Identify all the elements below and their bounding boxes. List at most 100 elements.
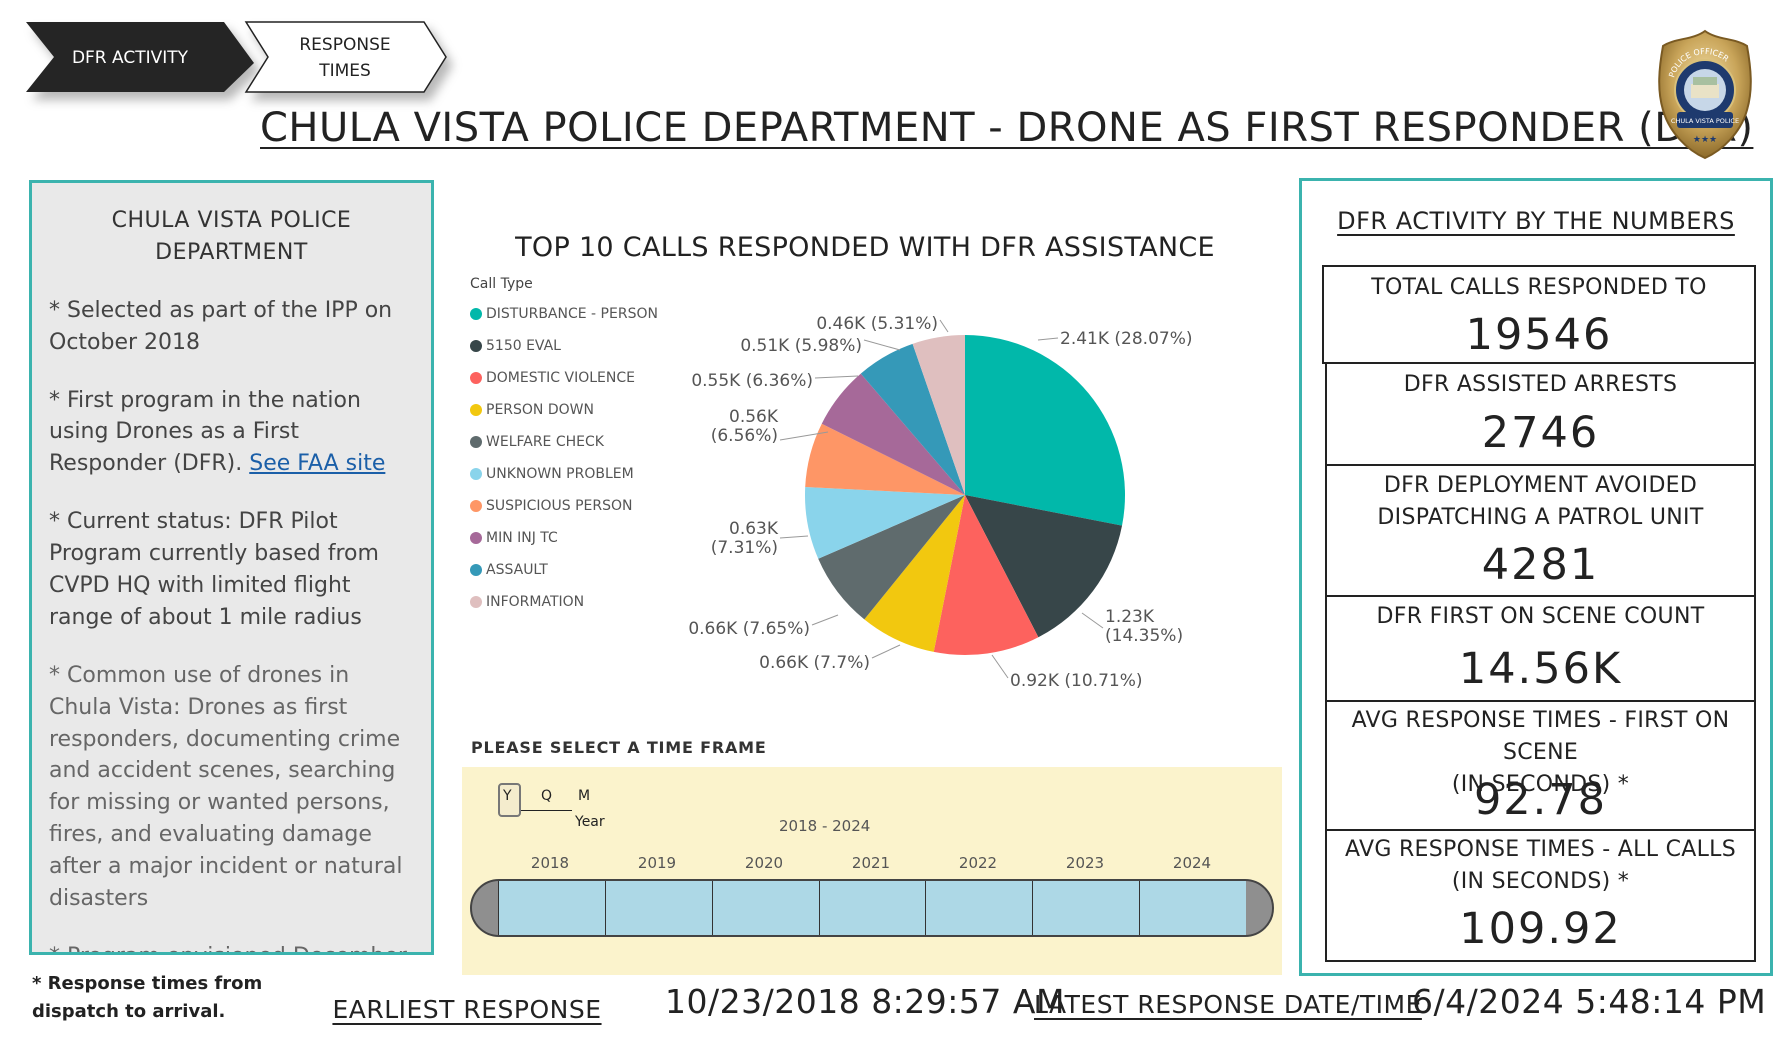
legend-swatch-icon — [470, 468, 482, 480]
pie-label-leader — [779, 431, 829, 441]
legend-swatch-icon — [470, 596, 482, 608]
pie-slice[interactable] — [818, 495, 965, 620]
stat-label-avg-first-on-scene-line1: AVG RESPONSE TIMES - FIRST ON SCENE — [1351, 708, 1730, 765]
pie-label-leader — [939, 319, 949, 333]
pie-label-leader — [1037, 337, 1059, 341]
granularity-month[interactable]: M — [578, 788, 591, 804]
pie-label-leader — [863, 339, 901, 351]
legend-label: WELFARE CHECK — [486, 434, 604, 450]
timeline-year-cell[interactable] — [712, 881, 820, 935]
legend-item[interactable]: 5150 EVAL — [470, 330, 658, 362]
pie-data-label: 0.56K (6.56%) — [711, 407, 779, 446]
timeline-year-cell[interactable] — [1140, 881, 1247, 935]
timeline-year-cell[interactable] — [605, 881, 713, 935]
tab-response-times-label-line2: TIMES — [319, 60, 371, 81]
legend-swatch-icon — [470, 532, 482, 544]
pie-slice[interactable] — [860, 343, 965, 495]
timeline-bar — [470, 879, 1274, 937]
granularity-selected-box[interactable] — [498, 783, 521, 817]
timeline-year-label: 2021 — [851, 854, 891, 872]
legend-title: Call Type — [470, 276, 533, 292]
pie-data-label: 2.41K (28.07%) — [1060, 329, 1193, 349]
info-panel-heading: CHULA VISTA POLICE DEPARTMENT — [32, 205, 431, 269]
tab-response-times-shape[interactable] — [244, 21, 447, 93]
pie-slice[interactable] — [805, 487, 965, 559]
pie-data-label: 0.51K (5.98%) — [740, 336, 862, 356]
tab-dfr-activity-label: DFR ACTIVITY — [71, 48, 189, 68]
stat-label-avoided-dispatch: DFR DEPLOYMENT AVOIDED DISPATCHING A PAT… — [1327, 470, 1754, 534]
granularity-quarter[interactable]: Q — [541, 788, 553, 804]
legend-swatch-icon — [470, 308, 482, 320]
legend-label: MIN INJ TC — [486, 530, 558, 546]
chart-title: TOP 10 CALLS RESPONDED WITH DFR ASSISTAN… — [515, 232, 1215, 263]
pie-data-label: 0.92K (10.71%) — [1010, 671, 1143, 691]
legend-item[interactable]: PERSON DOWN — [470, 394, 658, 426]
legend-item[interactable]: UNKNOWN PROBLEM — [470, 458, 658, 490]
legend-item[interactable]: WELFARE CHECK — [470, 426, 658, 458]
timeline-year-label: 2023 — [1065, 854, 1105, 872]
granularity-selected-label: Year — [575, 814, 605, 830]
info-bullet-envisioned: * Program envisioned December 2015 — [49, 941, 413, 952]
stat-label-avg-all-calls-line1: AVG RESPONSE TIMES - ALL CALLS — [1345, 837, 1736, 862]
pie-slice[interactable] — [933, 495, 1039, 655]
granularity-track — [506, 810, 572, 811]
legend-item[interactable]: SUSPICIOUS PERSON — [470, 490, 658, 522]
timeline-year-label: 2022 — [958, 854, 998, 872]
stat-label-avg-all-calls: AVG RESPONSE TIMES - ALL CALLS (IN SECON… — [1327, 834, 1754, 898]
page-title: CHULA VISTA POLICE DEPARTMENT - DRONE AS… — [260, 105, 1754, 151]
info-bullet-ipp: * Selected as part of the IPP on October… — [49, 297, 393, 355]
timeline-year-label: 2019 — [637, 854, 677, 872]
pie-chart: 2.41K (28.07%) 1.23K (14.35%) 0.92K (10.71%… — [688, 314, 1193, 691]
faa-site-link[interactable]: See FAA site — [249, 451, 386, 477]
earliest-response-value: 10/23/2018 8:29:57 AM — [665, 982, 1065, 1021]
timeline-year-cell[interactable] — [1033, 881, 1141, 935]
stat-value-arrests: 2746 — [1481, 408, 1600, 458]
pie-data-label: 0.63K (7.31%) — [711, 519, 779, 558]
timeline-year-label: 2024 — [1172, 854, 1212, 872]
stat-label-avg-first-on-scene-line2: (IN SECONDS) * — [1451, 771, 1630, 797]
response-time-footnote: * Response times from dispatch to arriva… — [32, 973, 263, 1022]
legend-swatch-icon — [470, 340, 482, 352]
latest-response-value: 6/4/2024 5:48:14 PM — [1412, 982, 1767, 1021]
stat-label-avoided-dispatch-line2: DISPATCHING A PATROL UNIT — [1377, 504, 1704, 530]
legend-item[interactable]: DISTURBANCE - PERSON — [470, 298, 658, 330]
tab-response-times-label-line1: RESPONSE — [299, 35, 391, 55]
timeline-year-cell[interactable] — [498, 881, 606, 935]
legend-label: PERSON DOWN — [486, 402, 594, 418]
stat-label-arrests: DFR ASSISTED ARRESTS — [1403, 372, 1678, 397]
tab-dfr-activity[interactable]: DFR ACTIVITY — [60, 46, 200, 72]
stats-panel-heading: DFR ACTIVITY BY THE NUMBERS — [1337, 207, 1735, 235]
stat-value-avoided-dispatch: 4281 — [1481, 540, 1600, 590]
legend-item[interactable]: INFORMATION — [470, 586, 658, 618]
stat-card-avg-first-on-scene: AVG RESPONSE TIMES - FIRST ON SCENE (IN … — [1325, 700, 1756, 831]
legend-swatch-icon — [470, 404, 482, 416]
legend-label: INFORMATION — [486, 594, 585, 610]
tab-dfr-activity-shape[interactable] — [26, 22, 254, 92]
stat-card-total-calls: TOTAL CALLS RESPONDED TO 19546 — [1322, 265, 1756, 364]
stat-label-avg-first-on-scene: AVG RESPONSE TIMES - FIRST ON SCENE (IN … — [1327, 705, 1754, 801]
granularity-year[interactable]: Y — [503, 788, 512, 804]
pie-slice[interactable] — [864, 495, 965, 652]
pie-slice[interactable] — [965, 335, 1125, 526]
legend-swatch-icon — [470, 500, 482, 512]
pie-slice[interactable] — [965, 495, 1123, 638]
legend-item[interactable]: ASSAULT — [470, 554, 658, 586]
time-range-label: 2018 - 2024 — [779, 817, 871, 835]
tab-response-times[interactable]: RESPONSE TIMES — [270, 33, 420, 84]
chart-legend: Call Type DISTURBANCE - PERSON 5150 EVAL D… — [470, 276, 658, 618]
stat-card-avg-all-calls: AVG RESPONSE TIMES - ALL CALLS (IN SECON… — [1325, 829, 1756, 962]
stat-value-first-on-scene: 14.56K — [1458, 644, 1623, 694]
pie-slice[interactable] — [821, 373, 965, 495]
pie-slice[interactable] — [912, 335, 965, 495]
timeline-year-cell[interactable] — [926, 881, 1034, 935]
stats-panel: DFR ACTIVITY BY THE NUMBERS TOTAL CALLS … — [1299, 178, 1773, 976]
stat-label-total-calls: TOTAL CALLS RESPONDED TO — [1371, 275, 1707, 300]
pie-data-label: 0.46K (5.31%) — [816, 314, 938, 334]
info-bullet-first-program-text: * First program in the nation using Dron… — [49, 387, 361, 477]
police-badge-icon: POLICE OFFICER CHULA VISTA POLICE ★★★ — [1658, 29, 1752, 160]
timeline-year-cell[interactable] — [819, 881, 927, 935]
legend-item[interactable]: MIN INJ TC — [470, 522, 658, 554]
legend-item[interactable]: DOMESTIC VIOLENCE — [470, 362, 658, 394]
legend-swatch-icon — [470, 436, 482, 448]
pie-slice[interactable] — [805, 423, 965, 495]
